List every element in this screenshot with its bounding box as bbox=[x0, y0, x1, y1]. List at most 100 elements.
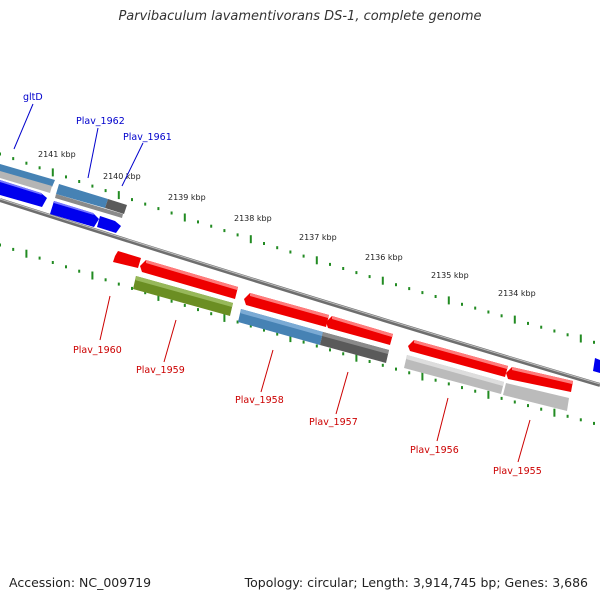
gene-plav-1961-arrow[interactable] bbox=[97, 216, 121, 233]
gene-label-plav-1960[interactable]: Plav_1960 bbox=[73, 345, 122, 356]
minor-tick bbox=[263, 328, 265, 332]
minor-tick bbox=[461, 302, 463, 306]
minor-tick bbox=[104, 189, 107, 193]
gene-plav-1957-arrow[interactable] bbox=[326, 316, 393, 345]
cds-plav-1956-highlight bbox=[406, 355, 504, 386]
scale-label-2136: 2136 kbp bbox=[365, 253, 403, 262]
minor-tick bbox=[368, 360, 371, 363]
minor-tick bbox=[131, 286, 133, 290]
major-tick bbox=[223, 313, 226, 322]
gene-label-plav-1959[interactable]: Plav_1959 bbox=[136, 365, 185, 376]
minor-tick bbox=[170, 211, 173, 215]
genome-title: Parvibaculum lavamentivorans DS-1, compl… bbox=[118, 9, 482, 24]
minor-tick bbox=[527, 321, 529, 325]
minor-tick bbox=[408, 287, 411, 291]
minor-tick bbox=[500, 396, 503, 400]
major-tick bbox=[315, 256, 318, 265]
lower-tick-track bbox=[0, 243, 595, 425]
major-tick bbox=[381, 276, 384, 285]
minor-tick bbox=[183, 303, 186, 307]
major-tick bbox=[421, 372, 424, 381]
genome-summary-text: Topology: circular; Length: 3,914,745 bp… bbox=[244, 575, 588, 590]
minor-tick bbox=[395, 283, 397, 287]
minor-tick bbox=[78, 180, 81, 183]
minor-tick bbox=[197, 308, 199, 312]
minor-tick bbox=[381, 363, 384, 367]
minor-tick bbox=[434, 378, 437, 382]
major-tick bbox=[25, 249, 28, 258]
scale-label-2135: 2135 kbp bbox=[431, 271, 469, 280]
minor-tick bbox=[0, 152, 1, 156]
minor-tick bbox=[513, 400, 516, 404]
gene-gltD-arrow[interactable] bbox=[0, 180, 47, 207]
minor-tick bbox=[553, 329, 556, 333]
minor-tick bbox=[566, 333, 569, 337]
minor-tick bbox=[276, 332, 279, 336]
minor-tick bbox=[593, 421, 595, 425]
minor-tick bbox=[236, 320, 239, 324]
minor-tick bbox=[249, 324, 252, 328]
minor-tick bbox=[12, 157, 15, 161]
minor-tick bbox=[65, 175, 67, 179]
minor-tick bbox=[342, 267, 345, 270]
cds-plav-1961-shadow[interactable] bbox=[105, 199, 127, 214]
scale-label-2140: 2140 kbp bbox=[103, 172, 141, 181]
minor-tick bbox=[302, 340, 305, 344]
gene-plav-1960-arrow[interactable] bbox=[113, 251, 141, 268]
gene-label-plav-1957[interactable]: Plav_1957 bbox=[309, 417, 358, 428]
minor-tick bbox=[434, 295, 437, 298]
gene-label-plav-1956[interactable]: Plav_1956 bbox=[410, 445, 459, 456]
minor-tick bbox=[342, 352, 345, 356]
upper-tick-track bbox=[0, 152, 595, 344]
cds-plav-1959-highlight bbox=[135, 276, 233, 307]
minor-tick bbox=[91, 184, 94, 188]
major-tick bbox=[553, 408, 556, 417]
scale-label-2138: 2138 kbp bbox=[234, 214, 272, 223]
minor-tick bbox=[527, 404, 529, 408]
minor-tick bbox=[210, 312, 213, 316]
gene-plav-1962-arrow[interactable] bbox=[50, 201, 99, 227]
minor-tick bbox=[197, 220, 199, 224]
minor-tick bbox=[78, 269, 81, 273]
gene-label-plav-1962[interactable]: Plav_1962 bbox=[76, 116, 125, 127]
major-tick bbox=[355, 353, 358, 362]
gene-label-plav-1961[interactable]: Plav_1961 bbox=[123, 132, 172, 143]
minor-tick bbox=[263, 242, 265, 245]
minor-tick bbox=[302, 254, 305, 258]
minor-tick bbox=[104, 278, 107, 282]
genome-backbone bbox=[0, 198, 600, 387]
minor-tick bbox=[131, 198, 133, 202]
minor-tick bbox=[236, 233, 239, 237]
cds-plav-1962-shadow[interactable] bbox=[56, 184, 108, 208]
cds-plav-1958-highlight bbox=[240, 309, 323, 336]
gene-plav-1956-arrow[interactable] bbox=[408, 340, 508, 377]
gene-plav-1955-arrow[interactable] bbox=[506, 367, 573, 392]
cds-plav-1955[interactable] bbox=[503, 383, 569, 411]
major-tick bbox=[51, 168, 54, 177]
major-tick bbox=[579, 334, 582, 343]
gene-label-plav-1958[interactable]: Plav_1958 bbox=[235, 395, 284, 406]
minor-tick bbox=[408, 371, 411, 375]
minor-tick bbox=[461, 386, 463, 390]
minor-tick bbox=[579, 418, 582, 422]
major-tick bbox=[289, 334, 292, 343]
gene-far-right-arrow[interactable] bbox=[593, 358, 600, 373]
cds-gltD-shadow[interactable] bbox=[0, 164, 55, 187]
minor-tick bbox=[329, 262, 331, 266]
minor-tick bbox=[276, 246, 279, 250]
major-tick bbox=[117, 191, 120, 200]
gene-label-plav-1955[interactable]: Plav_1955 bbox=[493, 466, 542, 477]
scale-label-2134: 2134 kbp bbox=[498, 289, 536, 298]
cds-gltD-shadow-under bbox=[0, 171, 52, 193]
minor-tick bbox=[157, 207, 160, 211]
minor-tick bbox=[474, 389, 477, 393]
minor-tick bbox=[329, 348, 331, 352]
genome-backbone-highlight bbox=[0, 198, 600, 385]
gene-label-gltD[interactable]: gltD bbox=[23, 92, 43, 103]
gene-plav-1959-arrow[interactable] bbox=[140, 260, 238, 299]
red-arrow-highlights bbox=[146, 260, 573, 384]
minor-tick bbox=[315, 344, 318, 348]
gene-plav-1958-arrow[interactable] bbox=[244, 293, 329, 327]
